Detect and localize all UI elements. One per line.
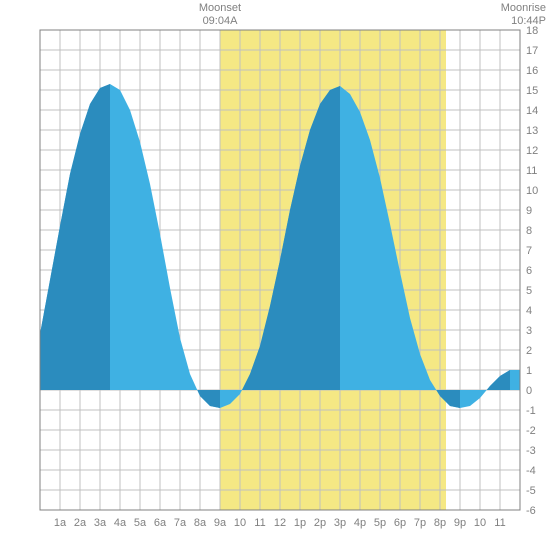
- y-tick-label: 1: [526, 365, 532, 377]
- y-tick-label: 12: [526, 145, 538, 157]
- y-tick-label: 0: [526, 385, 532, 397]
- y-tick-label: 15: [526, 85, 538, 97]
- y-tick-label: 13: [526, 125, 538, 137]
- x-tick-label: 8p: [434, 517, 446, 529]
- y-tick-label: 7: [526, 245, 532, 257]
- y-tick-label: -6: [526, 505, 536, 517]
- y-tick-label: 5: [526, 285, 532, 297]
- x-tick-label: 4p: [354, 517, 366, 529]
- x-tick-label: 7a: [174, 517, 187, 529]
- y-tick-label: 17: [526, 45, 538, 57]
- x-tick-label: 9p: [454, 517, 466, 529]
- x-tick-label: 6a: [154, 517, 167, 529]
- x-tick-label: 9a: [214, 517, 227, 529]
- moonset-title: Moonset: [195, 2, 245, 15]
- moonset-time: 09:04A: [195, 15, 245, 28]
- x-tick-label: 7p: [414, 517, 426, 529]
- y-tick-label: 8: [526, 225, 532, 237]
- x-tick-label: 3a: [94, 517, 107, 529]
- moonrise-label: Moonrise 10:44P: [501, 2, 546, 28]
- y-tick-label: -4: [526, 465, 536, 477]
- x-tick-label: 3p: [334, 517, 346, 529]
- x-tick-label: 1a: [54, 517, 67, 529]
- y-tick-label: 4: [526, 305, 532, 317]
- x-tick-label: 10: [234, 517, 246, 529]
- y-tick-label: 10: [526, 185, 538, 197]
- y-tick-label: 9: [526, 205, 532, 217]
- x-tick-label: 12: [274, 517, 286, 529]
- x-tick-label: 11: [494, 517, 505, 529]
- x-tick-label: 11: [254, 517, 265, 529]
- x-tick-label: 2p: [314, 517, 326, 529]
- moonset-label: Moonset 09:04A: [195, 2, 245, 28]
- x-tick-label: 5p: [374, 517, 386, 529]
- x-tick-label: 4a: [114, 517, 127, 529]
- y-tick-label: -5: [526, 485, 536, 497]
- x-tick-label: 5a: [134, 517, 147, 529]
- tide-area-dark: [487, 370, 510, 390]
- tide-area-dark: [197, 390, 220, 408]
- moonrise-title: Moonrise: [501, 2, 546, 15]
- y-tick-label: -2: [526, 425, 536, 437]
- x-tick-label: 1p: [294, 517, 306, 529]
- x-tick-label: 10: [474, 517, 486, 529]
- tide-chart: -6-5-4-3-2-10123456789101112131415161718…: [0, 0, 550, 550]
- y-tick-label: 14: [526, 105, 538, 117]
- y-tick-label: -3: [526, 445, 536, 457]
- y-tick-label: 11: [526, 165, 537, 177]
- y-tick-label: 6: [526, 265, 532, 277]
- y-tick-label: 2: [526, 345, 532, 357]
- x-tick-label: 8a: [194, 517, 207, 529]
- moonrise-time: 10:44P: [501, 15, 546, 28]
- y-tick-label: 16: [526, 65, 538, 77]
- chart-svg: -6-5-4-3-2-10123456789101112131415161718…: [0, 0, 550, 550]
- x-tick-label: 2a: [74, 517, 87, 529]
- x-tick-label: 6p: [394, 517, 406, 529]
- y-tick-label: 3: [526, 325, 532, 337]
- y-tick-label: -1: [526, 405, 536, 417]
